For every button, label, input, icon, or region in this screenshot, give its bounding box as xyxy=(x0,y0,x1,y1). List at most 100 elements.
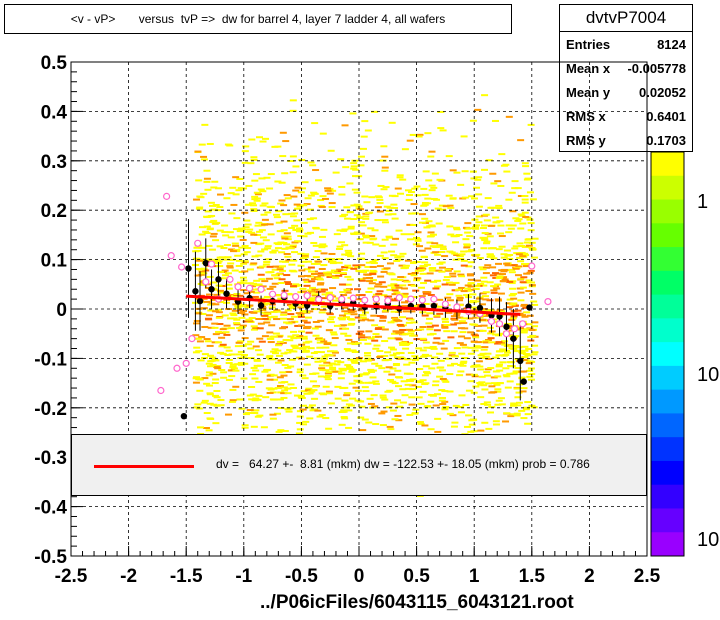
density-cell xyxy=(437,366,445,369)
density-cell xyxy=(248,385,256,388)
density-cell xyxy=(195,179,203,182)
density-cell xyxy=(253,359,261,362)
density-cell xyxy=(196,340,204,343)
density-cell xyxy=(232,244,240,247)
density-cell xyxy=(223,244,231,247)
density-cell xyxy=(392,363,400,366)
density-cell xyxy=(401,301,409,304)
density-cell xyxy=(421,374,429,377)
density-cell xyxy=(345,266,353,269)
density-cell xyxy=(201,123,209,126)
density-cell xyxy=(379,319,387,322)
density-cell xyxy=(521,356,529,359)
density-cell xyxy=(323,376,331,379)
density-cell xyxy=(251,412,259,415)
density-cell xyxy=(341,417,349,420)
density-cell xyxy=(393,259,401,262)
density-cell xyxy=(207,309,215,312)
density-cell xyxy=(421,314,429,317)
density-cell xyxy=(329,366,337,369)
density-cell xyxy=(364,265,372,268)
density-cell xyxy=(273,309,281,312)
density-cell xyxy=(316,415,324,418)
density-cell xyxy=(489,274,497,277)
density-cell xyxy=(253,291,261,294)
density-cell xyxy=(358,334,366,337)
density-cell xyxy=(231,242,239,245)
density-cell xyxy=(264,211,272,214)
density-cell xyxy=(415,385,423,388)
density-cell xyxy=(289,171,297,174)
density-cell xyxy=(438,266,446,269)
density-cell xyxy=(277,281,285,284)
density-cell xyxy=(290,259,298,262)
density-cell xyxy=(250,262,258,265)
density-cell xyxy=(373,344,381,347)
density-cell xyxy=(252,327,260,330)
density-cell xyxy=(424,279,432,282)
density-cell xyxy=(494,403,502,406)
density-cell xyxy=(300,235,308,238)
density-cell xyxy=(338,367,346,370)
density-cell xyxy=(252,397,260,400)
alt-profile-point xyxy=(182,359,190,367)
density-cell xyxy=(445,311,453,314)
density-cell xyxy=(432,287,440,290)
density-cell xyxy=(473,224,481,227)
profile-point xyxy=(526,304,533,311)
density-cell xyxy=(194,312,202,315)
density-cell xyxy=(401,394,409,397)
density-cell xyxy=(273,216,281,219)
density-cell xyxy=(495,341,503,344)
density-cell xyxy=(467,331,475,334)
density-cell xyxy=(329,331,337,334)
density-cell xyxy=(505,198,513,201)
density-cell xyxy=(212,310,220,313)
density-cell xyxy=(409,133,417,136)
density-cell xyxy=(193,346,201,349)
density-cell xyxy=(326,271,334,274)
density-cell xyxy=(325,329,333,332)
density-cell xyxy=(527,269,535,272)
density-cell xyxy=(273,412,281,415)
alt-profile-point xyxy=(163,192,171,200)
palette-swatch xyxy=(651,294,684,319)
density-cell xyxy=(206,142,214,145)
density-cell xyxy=(371,362,379,365)
density-cell xyxy=(422,365,430,368)
density-cell xyxy=(436,262,444,265)
palette-swatch xyxy=(651,365,684,391)
density-cell xyxy=(523,311,531,314)
density-cell xyxy=(300,319,308,322)
density-cell xyxy=(488,341,496,344)
density-cell xyxy=(244,223,252,226)
density-cell xyxy=(211,288,219,291)
density-cell xyxy=(293,203,301,206)
density-cell xyxy=(508,318,516,321)
density-cell xyxy=(527,222,535,225)
density-cell xyxy=(346,278,354,281)
density-cell xyxy=(449,169,457,172)
density-cell xyxy=(400,233,408,236)
density-cell xyxy=(424,197,432,200)
density-cell xyxy=(332,299,340,302)
density-cell xyxy=(462,403,470,406)
density-cell xyxy=(406,223,414,226)
density-cell xyxy=(283,281,291,284)
density-cell xyxy=(238,407,246,410)
palette-swatch xyxy=(651,270,684,296)
density-cell xyxy=(449,323,457,326)
density-cell xyxy=(227,327,235,330)
density-cell xyxy=(401,148,409,151)
density-cell xyxy=(481,388,489,391)
density-cell xyxy=(494,283,502,286)
density-cell xyxy=(225,287,233,290)
density-cell xyxy=(193,406,201,409)
density-cell xyxy=(203,231,211,234)
density-cell xyxy=(324,189,332,192)
density-cell xyxy=(519,281,527,284)
density-cell xyxy=(196,206,204,209)
density-cell xyxy=(456,374,464,377)
density-cell xyxy=(475,360,483,363)
density-cell xyxy=(486,299,494,302)
